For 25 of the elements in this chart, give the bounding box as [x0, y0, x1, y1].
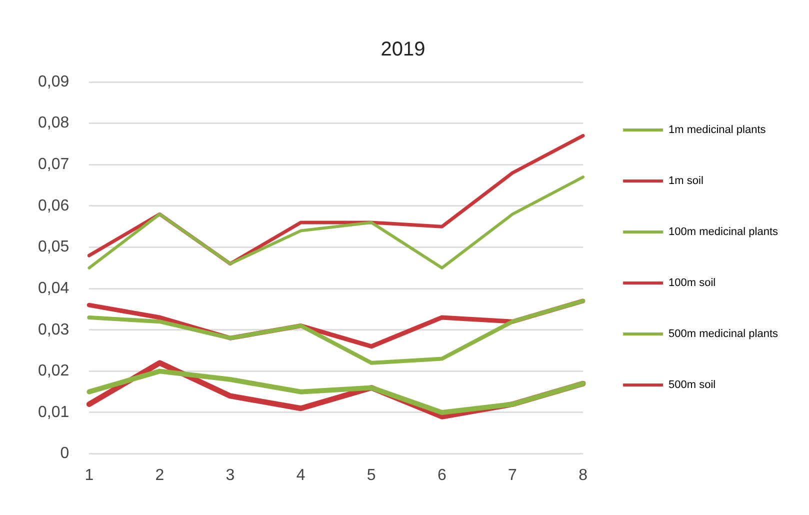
y-tick-label: 0,04 — [38, 280, 70, 297]
x-tick-label: 4 — [296, 466, 306, 484]
y-tick-label: 0,07 — [38, 156, 70, 174]
legend-label: 1m medicinal plants — [668, 124, 766, 136]
y-tick-label: 0,06 — [38, 197, 70, 214]
chart-title: 2019 — [380, 38, 426, 61]
y-tick-label: 0,08 — [38, 114, 70, 132]
y-tick-label: 0 — [60, 445, 70, 462]
x-tick-label: 2 — [155, 466, 164, 484]
legend-label: 1m soil — [668, 175, 704, 188]
y-tick-label: 0,05 — [38, 238, 70, 256]
x-tick-label: 7 — [508, 466, 518, 484]
x-tick-label: 3 — [226, 466, 235, 484]
legend-label: 500m medicinal plants — [668, 328, 778, 340]
y-tick-label: 0,02 — [38, 362, 70, 380]
y-tick-label: 0,01 — [38, 404, 70, 421]
y-tick-label: 0,03 — [38, 321, 70, 338]
x-tick-label: 8 — [578, 466, 588, 484]
y-tick-label: 0,09 — [38, 73, 70, 90]
legend-label: 500m soil — [668, 379, 716, 392]
x-tick-label: 5 — [366, 466, 376, 484]
legend-label: 100m soil — [668, 277, 716, 290]
x-tick-label: 6 — [437, 466, 446, 484]
x-tick-label: 1 — [84, 466, 94, 484]
legend-label: 100m medicinal plants — [668, 226, 778, 238]
